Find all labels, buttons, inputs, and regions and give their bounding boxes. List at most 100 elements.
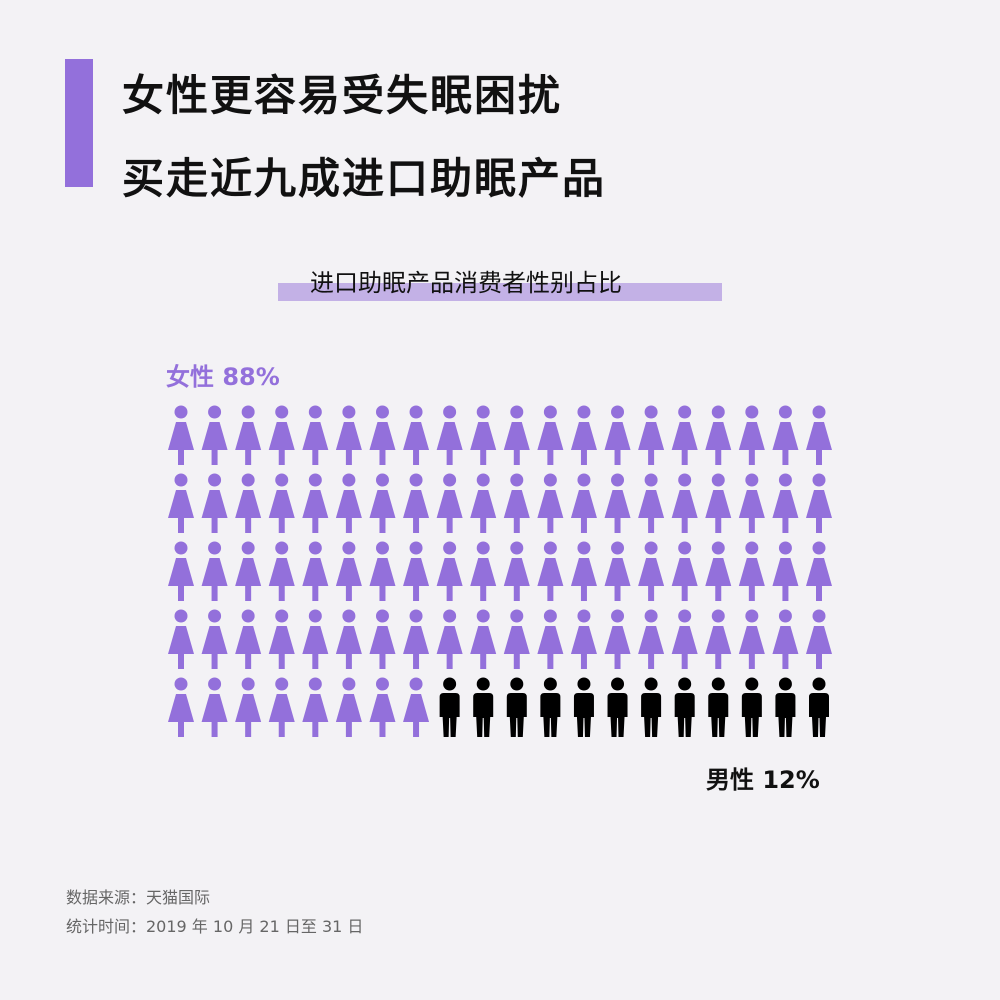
female-icon [537, 405, 564, 465]
female-icon [235, 473, 262, 533]
female-icon [436, 609, 463, 669]
female-icon [503, 609, 530, 669]
female-icon [570, 609, 597, 669]
female-icon [537, 473, 564, 533]
female-icon [168, 677, 194, 737]
female-icon [503, 405, 530, 465]
female-icon [738, 405, 765, 465]
female-icon [335, 405, 362, 465]
female-icon [570, 541, 597, 601]
male-icon [573, 677, 594, 737]
female-icon [470, 473, 497, 533]
male-icon [473, 677, 494, 737]
female-icon [738, 541, 765, 601]
female-icon [705, 609, 732, 669]
accent-bar [65, 59, 93, 187]
female-icon [503, 541, 530, 601]
female-icon [705, 541, 732, 601]
page-title-line-2: 买走近九成进口助眠产品 [122, 154, 607, 203]
female-icon [168, 609, 194, 669]
female-icon [671, 541, 698, 601]
female-icon [671, 609, 698, 669]
female-icon [772, 609, 799, 669]
female-icon [570, 473, 597, 533]
female-icon [604, 541, 631, 601]
female-icon [604, 609, 631, 669]
female-icon [369, 473, 396, 533]
male-icon [775, 677, 796, 737]
female-icon [201, 677, 228, 737]
female-icon [369, 609, 396, 669]
female-icon [537, 609, 564, 669]
female-icon [806, 405, 832, 465]
male-icon [809, 677, 829, 737]
chart-title-highlight [278, 283, 722, 301]
female-icon [235, 405, 262, 465]
female-icon [369, 541, 396, 601]
female-icon [369, 405, 396, 465]
female-label: 女性 88% [166, 363, 280, 391]
female-icon [638, 473, 665, 533]
female-icon [168, 541, 194, 601]
female-icon [201, 541, 228, 601]
female-icon [335, 677, 362, 737]
female-icon [403, 541, 430, 601]
female-icon [671, 405, 698, 465]
chart-title: 进口助眠产品消费者性别占比 [310, 269, 622, 297]
male-icon [708, 677, 729, 737]
female-icon [470, 541, 497, 601]
female-icon [806, 541, 832, 601]
female-icon [302, 405, 329, 465]
female-icon [268, 609, 295, 669]
female-icon [302, 609, 329, 669]
female-icon [738, 609, 765, 669]
female-icon [201, 473, 228, 533]
female-icon [268, 473, 295, 533]
female-icon [201, 609, 228, 669]
female-icon [268, 405, 295, 465]
female-icon [235, 541, 262, 601]
female-icon [604, 473, 631, 533]
data-source: 数据来源：天猫国际 [66, 888, 211, 907]
female-icon [302, 541, 329, 601]
female-icon [638, 609, 665, 669]
female-icon [403, 405, 430, 465]
female-icon [335, 473, 362, 533]
female-icon [235, 609, 262, 669]
female-icon [201, 405, 228, 465]
female-icon [470, 405, 497, 465]
female-icon [369, 677, 396, 737]
female-icon [403, 609, 430, 669]
female-icon [638, 541, 665, 601]
female-icon [806, 473, 832, 533]
stat-period: 统计时间：2019 年 10 月 21 日至 31 日 [66, 917, 364, 936]
female-icon [570, 405, 597, 465]
female-icon [335, 609, 362, 669]
female-icon [335, 541, 362, 601]
female-icon [806, 609, 832, 669]
female-icon [235, 677, 262, 737]
page-title-line-1: 女性更容易受失眠困扰 [122, 71, 563, 120]
female-icon [705, 473, 732, 533]
female-icon [705, 405, 732, 465]
female-icon [772, 541, 799, 601]
female-icon [604, 405, 631, 465]
female-icon [537, 541, 564, 601]
female-icon [772, 405, 799, 465]
female-icon [268, 677, 295, 737]
female-icon [638, 405, 665, 465]
female-icon [470, 609, 497, 669]
male-icon [540, 677, 561, 737]
female-icon [671, 473, 698, 533]
female-icon [403, 677, 430, 737]
female-icon [168, 405, 194, 465]
female-icon [772, 473, 799, 533]
female-icon [302, 473, 329, 533]
female-icon [503, 473, 530, 533]
female-icon [302, 677, 329, 737]
male-label: 男性 12% [706, 766, 820, 794]
male-icon [641, 677, 662, 737]
female-icon [268, 541, 295, 601]
female-icon [738, 473, 765, 533]
